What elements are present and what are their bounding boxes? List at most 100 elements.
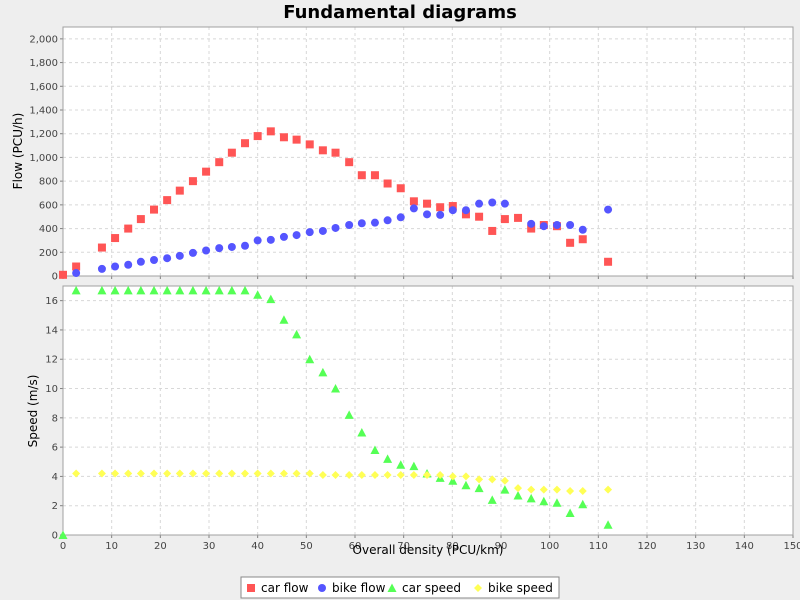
car-speed-point [448, 476, 458, 485]
bike-flow-point [150, 255, 159, 264]
speed-y-tick-label: 2 [52, 501, 58, 512]
bike-speed-point [279, 469, 288, 478]
car-speed-point [461, 480, 471, 490]
bike-flow-point [97, 264, 106, 273]
speed-panel: 0 10 20 30 40 50 60 70 80 90 100 110 120 130 140 150 0 2 4… [45, 285, 800, 552]
car-flow-point [578, 235, 587, 244]
bike-speed-point [150, 469, 159, 478]
bike-speed-series [72, 469, 613, 496]
bike-speed-point [97, 469, 106, 478]
bike-speed-point [345, 470, 354, 479]
x-tick-label: 80 [446, 541, 459, 552]
speed-y-tick-label: 4 [52, 472, 58, 483]
bike-speed-point [566, 487, 575, 496]
car-flow-point [72, 262, 81, 271]
bike-flow-point [72, 269, 81, 278]
car-speed-point [266, 294, 276, 304]
bike-speed-point [292, 469, 301, 478]
bike-speed-point [396, 470, 405, 479]
bike-speed-point [461, 472, 470, 481]
car-speed-point [253, 290, 263, 299]
speed-plot-border [62, 285, 794, 536]
car-speed-point [578, 499, 588, 509]
car-flow-point [136, 215, 145, 224]
speed-y-axis-label: Speed (m/s) [26, 375, 40, 448]
bike-flow-point [163, 254, 172, 263]
x-tick-label: 120 [637, 541, 656, 552]
car-flow-point [215, 158, 224, 167]
car-speed-point [539, 496, 549, 506]
x-tick-label: 60 [349, 541, 362, 552]
bike-flow-point [461, 206, 470, 215]
bike-flow-point [578, 225, 587, 234]
car-speed-point [383, 454, 393, 463]
x-tick-label: 10 [105, 541, 118, 552]
car-flow-point [436, 203, 445, 212]
car-flow-point [188, 177, 197, 186]
bike-flow-point [202, 246, 211, 255]
bike-speed-point [136, 469, 145, 478]
car-speed-point [188, 285, 198, 295]
car-speed-point [565, 508, 575, 518]
car-flow-point [266, 127, 275, 136]
bike-flow-point [552, 221, 561, 230]
bike-speed-point [514, 484, 523, 493]
bike-speed-point [436, 470, 445, 479]
bike-speed-point [202, 469, 211, 478]
car-speed-point [71, 285, 81, 295]
car-speed-point [214, 285, 224, 295]
car-speed-point [175, 285, 185, 295]
speed-y-tick-label: 12 [45, 355, 58, 366]
car-flow-point [370, 171, 379, 180]
bike-speed-point [578, 487, 587, 496]
flow-y-tick-label: 800 [39, 177, 58, 188]
car-speed-point [474, 483, 484, 493]
car-flow-point [604, 257, 613, 266]
car-speed-point [305, 354, 315, 364]
bike-speed-point [227, 469, 236, 478]
bike-flow-point [383, 216, 392, 225]
speed-y-tick-label: 10 [45, 384, 58, 395]
car-flow-point [227, 148, 236, 157]
bike-flow-point [500, 199, 509, 208]
bike-speed-point [552, 485, 561, 494]
flow-y-tick-label: 200 [39, 248, 58, 259]
car-flow-point [279, 133, 288, 142]
bike-flow-point [227, 242, 236, 251]
car-speed-point [396, 460, 406, 469]
car-flow-point [150, 205, 159, 214]
bike-speed-point [241, 469, 250, 478]
car-flow-point [175, 186, 184, 195]
bike-speed-legend-marker [474, 584, 482, 592]
car-flow-point [345, 158, 354, 167]
bike-speed-point [370, 470, 379, 479]
bike-speed-point [111, 469, 120, 478]
bike-speed-point [318, 470, 327, 479]
bike-speed-point [253, 469, 262, 478]
bike-flow-point [423, 210, 432, 219]
car-speed-legend-label: car speed [402, 581, 461, 595]
flow-plot-area [63, 27, 793, 276]
car-flow-point [396, 184, 405, 193]
bike-speed-point [488, 475, 497, 484]
bike-speed-point [475, 475, 484, 484]
bike-flow-point [305, 228, 314, 237]
x-tick-label: 20 [154, 541, 167, 552]
bike-flow-point [318, 226, 327, 235]
car-speed-point [487, 495, 497, 504]
chart-legend: car flow bike flow car speed bike speed [240, 576, 560, 599]
bike-speed-point [188, 469, 197, 478]
flow-y-tick-label: 2,000 [29, 34, 58, 45]
car-flow-point [253, 132, 262, 141]
flow-y-tick-label: 1,800 [29, 58, 58, 69]
car-speed-point [97, 285, 107, 295]
car-speed-point [149, 285, 159, 295]
car-speed-point [136, 285, 146, 295]
chart-title: Fundamental diagrams [283, 2, 517, 23]
bike-flow-point [175, 251, 184, 260]
car-flow-point [292, 135, 301, 144]
bike-flow-point [527, 219, 536, 228]
x-tick-label: 110 [589, 541, 608, 552]
bike-speed-legend-label: bike speed [488, 581, 553, 595]
bike-speed-point [448, 472, 457, 481]
